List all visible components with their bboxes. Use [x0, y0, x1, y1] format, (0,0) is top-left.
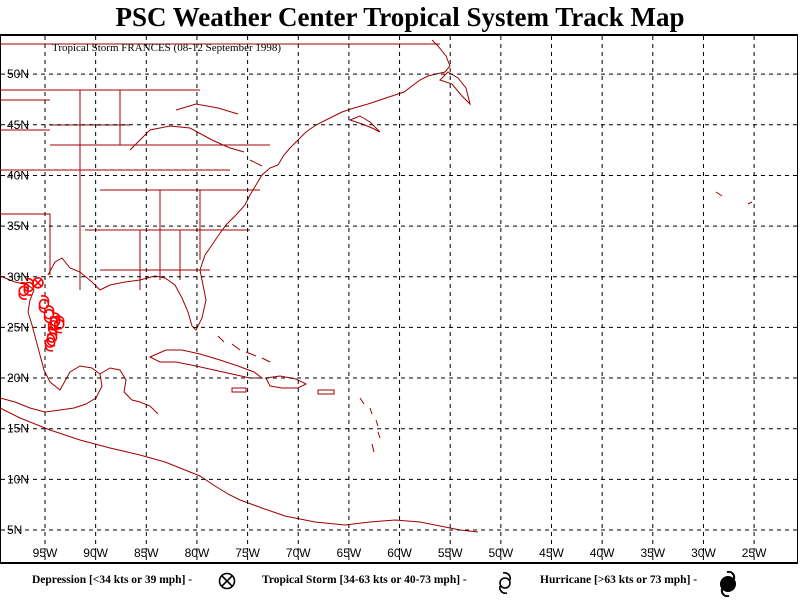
- lon-tick-label: 75W: [235, 546, 260, 560]
- legend-tropical-storm-label: Tropical Storm [34-63 kts or 40-73 mph] …: [262, 574, 467, 586]
- lesser-antilles: [359, 397, 381, 453]
- storm-label: Tropical Storm FRANCES (08-12 September …: [52, 42, 281, 54]
- lon-tick-label: 30W: [691, 546, 716, 560]
- lat-tick-label: 35N: [7, 219, 29, 233]
- jamaica: [231, 387, 247, 393]
- lat-tick-label: 20N: [7, 371, 29, 385]
- gulf-coast: [47, 164, 279, 331]
- legend: Depression [<34 kts or 39 mph] - Tropica…: [0, 566, 800, 598]
- track-point-tropical-storm: [53, 315, 65, 334]
- lon-tick-label: 45W: [539, 546, 564, 560]
- lon-tick-label: 90W: [83, 546, 108, 560]
- greenland-tip: [715, 191, 753, 205]
- storm-track: [18, 277, 65, 352]
- lat-tick-label: 30N: [7, 270, 29, 284]
- lon-tick-label: 70W: [286, 546, 311, 560]
- lat-tick-label: 25N: [7, 320, 29, 334]
- lat-tick-label: 40N: [7, 168, 29, 182]
- lat-tick-label: 50N: [7, 67, 29, 81]
- lon-tick-label: 95W: [33, 546, 58, 560]
- nova-scotia: [348, 115, 381, 133]
- legend-depression-label: Depression [<34 kts or 39 mph] -: [32, 574, 193, 586]
- newfoundland: [439, 71, 471, 106]
- cuba: [148, 349, 264, 379]
- page-title: PSC Weather Center Tropical System Track…: [115, 2, 685, 32]
- tropical-storm-icon: [499, 572, 511, 594]
- mexico-coast: [0, 275, 103, 413]
- track-point-tropical-storm: [38, 295, 50, 314]
- map-frame: [0, 34, 798, 564]
- depression-icon: [218, 572, 236, 590]
- legend-hurricane-label: Hurricane [>63 kts or 73 mph] -: [540, 574, 698, 586]
- latitude-axis: 50N 45N 40N 35N 30N 25N 20N 15N 10N 5N: [7, 67, 29, 537]
- lon-tick-label: 85W: [134, 546, 159, 560]
- east-coast: [277, 39, 451, 166]
- lat-tick-label: 5N: [7, 523, 22, 537]
- great-lakes: [129, 103, 263, 167]
- hispaniola: [265, 375, 308, 389]
- lat-tick-label: 10N: [7, 472, 29, 486]
- yucatan-coast: [99, 367, 159, 415]
- lon-tick-label: 55W: [438, 546, 463, 560]
- track-point-depression: [32, 277, 44, 289]
- longitude-axis: 95W 90W 85W 80W 75W 70W 65W 60W 55W 50W 45W 40W 35W 3…: [33, 546, 767, 560]
- lon-tick-label: 25W: [742, 546, 767, 560]
- lon-tick-label: 65W: [337, 546, 362, 560]
- lat-tick-label: 15N: [7, 422, 29, 436]
- puerto-rico: [317, 389, 335, 395]
- lon-tick-label: 50W: [489, 546, 514, 560]
- lat-tick-label: 45N: [7, 118, 29, 132]
- state-lines: [0, 43, 440, 290]
- bahamas: [217, 335, 271, 363]
- hurricane-icon: [720, 571, 736, 597]
- lon-tick-label: 35W: [640, 546, 665, 560]
- lon-tick-label: 40W: [590, 546, 615, 560]
- lon-tick-label: 60W: [387, 546, 412, 560]
- central-america-coast: [0, 407, 479, 533]
- track-point-tropical-storm: [43, 305, 55, 324]
- coastline-layer: [0, 39, 753, 533]
- lon-tick-label: 80W: [185, 546, 210, 560]
